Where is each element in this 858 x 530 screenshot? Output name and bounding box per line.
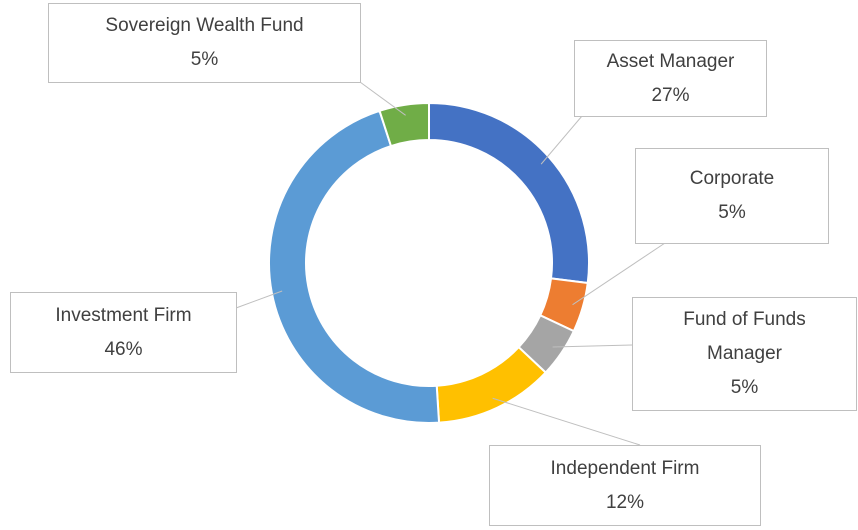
data-label: Investment Firm 46% [10,292,237,373]
data-label: Independent Firm 12% [489,445,761,526]
leader-line [235,290,283,309]
donut-slice [378,101,430,148]
category-label: Independent Firm [550,457,700,479]
percent-label: 12% [605,491,645,513]
percent-label: 46% [104,338,143,360]
data-label: Corporate 5% [635,148,829,244]
leader-line [492,397,641,446]
category-label: Asset Manager [606,50,735,72]
donut-slice [268,109,441,424]
category-label: Sovereign Wealth Fund [105,15,304,36]
data-label: Fund of Funds Manager 5% [632,297,857,411]
data-label: Asset Manager 27% [574,40,767,117]
leader-line [572,242,666,306]
category-label: Fund of Funds Manager [683,309,806,364]
leader-line [359,81,406,116]
percent-label: 5% [190,49,219,70]
category-label: Investment Firm [55,304,192,326]
percent-label: 27% [651,84,690,106]
percent-label: 5% [718,202,746,223]
data-label: Sovereign Wealth Fund 5% [48,3,361,83]
category-label: Corporate [689,168,775,189]
donut-slice [435,345,548,424]
leader-line [552,344,633,348]
percent-label: 5% [730,377,759,398]
leader-line [540,115,583,165]
donut-slice [428,101,590,285]
